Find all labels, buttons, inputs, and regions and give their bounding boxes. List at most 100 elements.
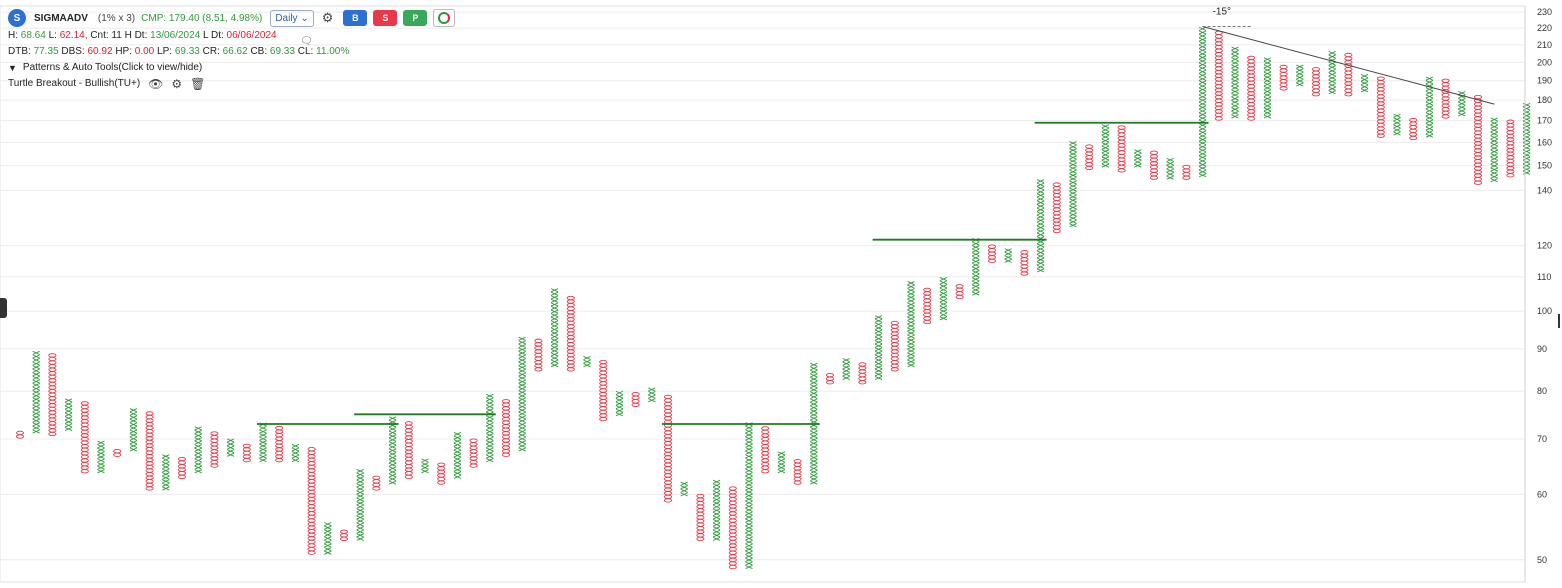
x-mark	[356, 497, 364, 502]
x-mark	[518, 386, 526, 391]
x-mark	[712, 519, 721, 524]
o-mark	[145, 450, 154, 455]
o-mark	[1473, 102, 1483, 107]
o-mark	[1311, 70, 1321, 75]
pnf-column	[356, 469, 364, 541]
x-mark	[324, 525, 332, 530]
buy-button[interactable]: B	[343, 10, 368, 26]
o-mark	[663, 441, 673, 446]
x-mark	[907, 320, 915, 325]
gear-icon[interactable]: ⚙	[171, 77, 183, 91]
right-scroll-handle[interactable]	[1558, 314, 1560, 328]
x-mark	[1198, 37, 1207, 42]
x-mark	[712, 504, 721, 509]
o-mark	[307, 550, 316, 555]
o-mark	[696, 526, 705, 531]
x-mark	[388, 452, 397, 457]
x-mark	[324, 543, 332, 548]
x-mark	[1522, 113, 1531, 118]
o-mark	[890, 335, 899, 340]
x-mark	[1198, 48, 1207, 53]
x-mark	[907, 309, 915, 314]
o-mark	[1085, 147, 1094, 153]
x-mark	[1296, 82, 1304, 87]
o-mark	[663, 408, 673, 414]
x-mark	[810, 405, 818, 410]
o-mark	[534, 356, 543, 361]
x-mark	[874, 368, 883, 373]
sell-button[interactable]: S	[373, 10, 398, 26]
x-mark	[226, 445, 235, 450]
x-mark	[810, 427, 818, 432]
x-mark	[712, 479, 721, 484]
x-mark	[745, 529, 753, 534]
x-mark	[550, 295, 559, 300]
x-mark	[550, 363, 559, 368]
x-mark	[745, 504, 753, 509]
eye-icon[interactable]: 👁	[148, 77, 164, 91]
o-mark	[696, 515, 705, 520]
pnf-column	[1328, 50, 1336, 95]
x-mark	[1231, 110, 1239, 115]
x-mark	[1198, 91, 1207, 96]
x-mark	[583, 359, 591, 364]
x-mark	[1198, 173, 1207, 178]
p-button[interactable]: P	[403, 10, 428, 26]
pnf-column	[1166, 157, 1174, 180]
x-mark	[680, 488, 688, 493]
o-mark	[1214, 66, 1223, 71]
y-tick-label: 190	[1537, 76, 1552, 86]
x-mark	[486, 426, 494, 431]
x-mark	[745, 550, 753, 555]
color-ring-icon[interactable]	[433, 9, 456, 27]
x-mark	[1296, 75, 1304, 80]
x-mark	[1036, 182, 1045, 187]
x-mark	[1198, 169, 1207, 174]
timeframe-select[interactable]: Daily ⌄	[270, 9, 314, 27]
x-mark	[518, 404, 526, 409]
low-value: 62.14,	[59, 30, 88, 41]
o-mark	[761, 451, 770, 456]
x-mark	[1069, 180, 1077, 185]
comment-icon[interactable]: 🗨	[300, 36, 313, 47]
o-mark	[177, 474, 187, 480]
symbol-name[interactable]: SIGMAADV	[34, 12, 88, 24]
x-mark	[1198, 148, 1207, 153]
left-panel-handle[interactable]	[0, 298, 7, 318]
o-mark	[728, 532, 737, 538]
x-mark	[1328, 86, 1336, 91]
x-mark	[1522, 167, 1531, 172]
x-mark	[680, 481, 688, 486]
o-mark	[858, 376, 867, 381]
patterns-toggle[interactable]: ▼ Patterns & Auto Tools(Click to view/hi…	[8, 60, 455, 76]
trash-icon[interactable]: 🗑	[190, 77, 206, 91]
pnf-column	[1458, 90, 1466, 117]
o-mark	[501, 420, 511, 425]
x-mark	[129, 408, 138, 413]
o-mark	[501, 409, 511, 415]
x-mark	[388, 441, 397, 446]
x-mark	[1231, 71, 1239, 76]
x-mark	[1069, 155, 1077, 160]
x-mark	[356, 483, 364, 488]
x-mark	[810, 384, 818, 389]
cmp-value: CMP: 179.40 (8.51, 4.98%)	[141, 12, 263, 24]
x-mark	[324, 532, 332, 537]
x-mark	[1328, 68, 1336, 73]
x-mark	[648, 394, 656, 399]
x-mark	[356, 508, 364, 513]
x-mark	[32, 368, 40, 373]
x-mark	[356, 522, 364, 527]
x-mark	[550, 316, 559, 321]
x-mark	[518, 361, 526, 366]
o-mark	[145, 461, 154, 466]
pnf-column	[1134, 149, 1142, 168]
gear-icon[interactable]: ⚙	[321, 10, 334, 25]
x-mark	[1360, 81, 1369, 86]
x-mark	[1296, 71, 1304, 76]
x-mark	[1069, 169, 1077, 174]
o-mark	[1247, 105, 1256, 110]
o-mark	[566, 320, 575, 326]
o-mark	[955, 287, 964, 293]
o-mark	[761, 444, 770, 449]
